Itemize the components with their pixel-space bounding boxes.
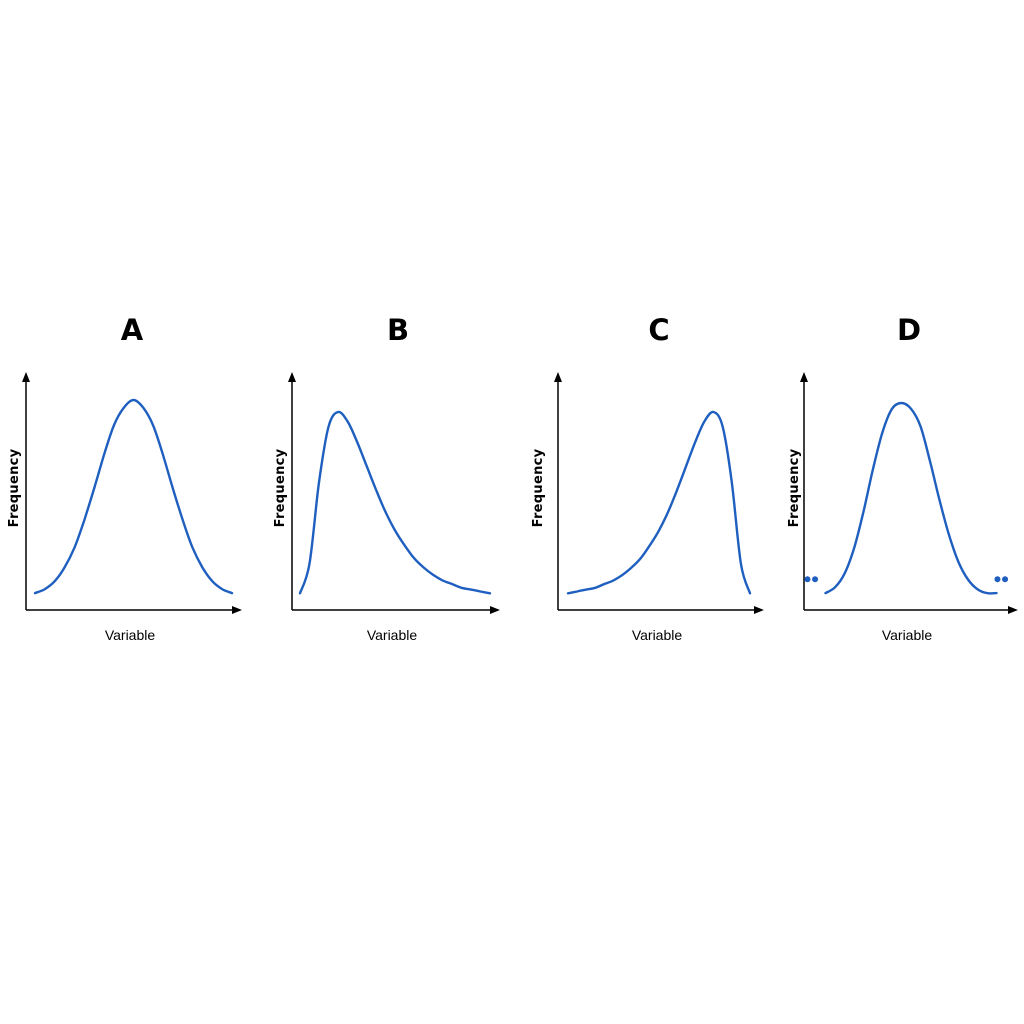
y-axis-arrow [554,372,562,382]
distribution-curve [566,410,752,595]
panel-c: C Variable Frequency [531,313,764,643]
y-axis-label: Frequency [531,448,546,527]
y-axis-label: Frequency [7,448,22,527]
x-axis-label: Variable [632,627,683,643]
y-axis-arrow [288,372,296,382]
outlier-point [812,576,819,583]
panel-title: C [648,313,669,347]
outlier-point [994,576,1001,583]
y-axis-label: Frequency [273,448,288,527]
y-axis-label: Frequency [787,448,802,527]
outlier-point [1002,576,1009,583]
outlier-point [804,576,811,583]
panel-title: D [897,313,921,347]
x-axis-arrow [754,606,764,614]
y-axis-arrow [22,372,30,382]
x-axis-label: Variable [367,627,418,643]
x-axis-label: Variable [882,627,933,643]
distribution-curve [824,401,998,595]
panel-b: B Variable Frequency [273,313,500,643]
y-axis-arrow [800,372,808,382]
panel-d: D Variable Frequency [787,313,1018,643]
distribution-curve [298,410,492,595]
distribution-curve [33,398,234,595]
x-axis-arrow [490,606,500,614]
panel-title: B [387,313,409,347]
x-axis-label: Variable [105,627,156,643]
panel-a: A Variable Frequency [7,313,242,643]
x-axis-arrow [232,606,242,614]
panel-title: A [121,313,144,347]
x-axis-arrow [1008,606,1018,614]
